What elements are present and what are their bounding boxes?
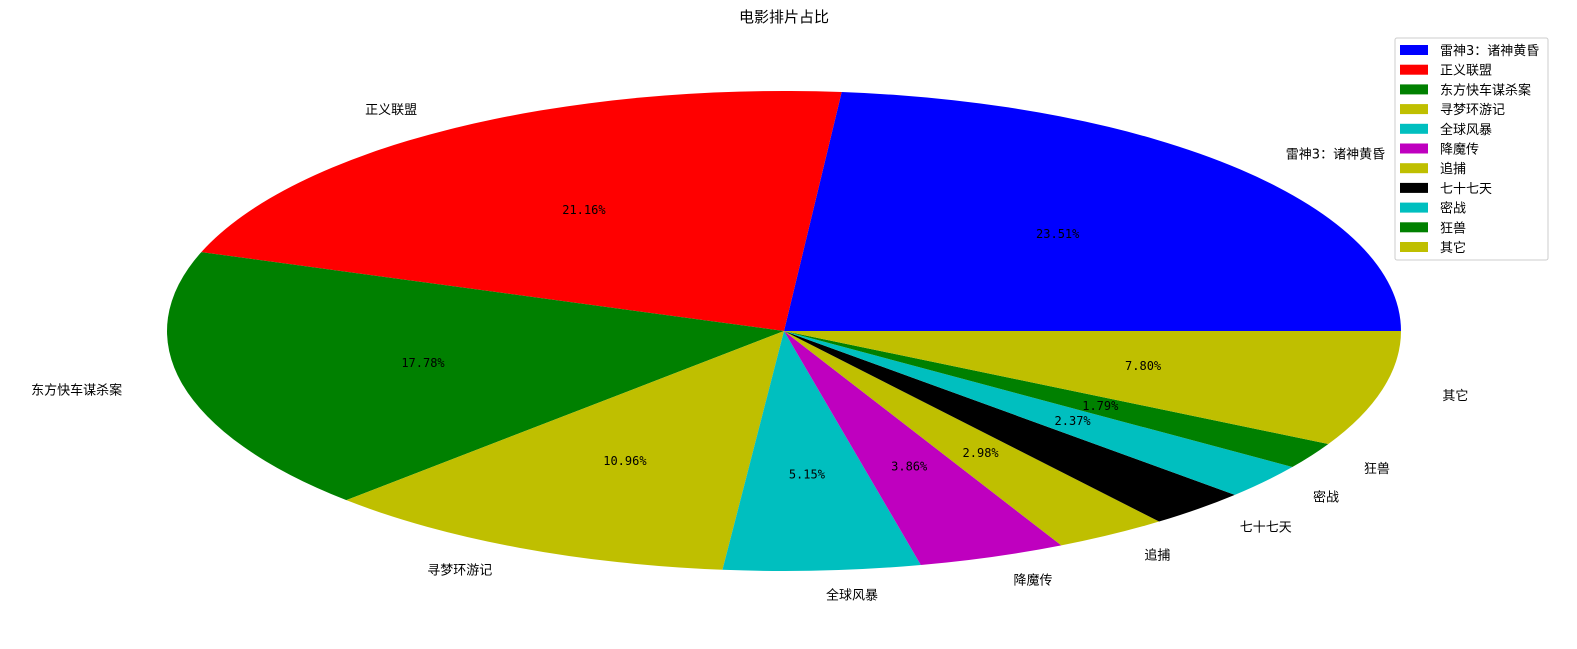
legend-swatch <box>1400 64 1428 75</box>
pie-slice <box>346 331 784 570</box>
legend-label: 正义联盟 <box>1440 64 1492 79</box>
legend-swatch <box>1400 202 1428 213</box>
percentage-label: 2.37% <box>1055 414 1092 428</box>
percentage-label: 2.98% <box>963 446 1000 460</box>
percentage-label: 23.51% <box>1036 227 1080 241</box>
legend-label: 密战 <box>1440 201 1466 217</box>
chart-title: 电影排片占比 <box>739 8 829 26</box>
pie-slice <box>201 90 842 331</box>
legend-label: 东方快车谋杀案 <box>1440 82 1531 98</box>
legend-swatch <box>1400 222 1428 233</box>
slice-label: 密战 <box>1313 489 1339 505</box>
legend-swatch <box>1400 123 1428 134</box>
legend-swatch <box>1400 143 1428 154</box>
legend-swatch <box>1400 163 1428 174</box>
legend-swatch <box>1400 104 1428 115</box>
pie-slice <box>784 331 1235 522</box>
legend-label: 降魔传 <box>1440 143 1479 158</box>
legend-swatch <box>1400 242 1428 252</box>
legend-label: 其它 <box>1440 240 1466 256</box>
slice-label: 寻梦环游记 <box>427 563 492 578</box>
percentage-label: 21.16% <box>562 203 606 217</box>
slice-label: 全球风暴 <box>826 588 878 604</box>
legend: 雷神3：诸神黄昏正义联盟东方快车谋杀案寻梦环游记全球风暴降魔传追捕七十七天密战狂… <box>1394 37 1549 261</box>
legend-label: 雷神3：诸神黄昏 <box>1440 44 1539 59</box>
pie-slice <box>167 252 785 501</box>
slice-label: 追捕 <box>1144 548 1170 564</box>
percentage-label: 17.78% <box>401 356 445 370</box>
pie-slice <box>784 92 1401 331</box>
percentage-label: 10.96% <box>603 454 647 468</box>
slice-label: 东方快车谋杀案 <box>31 383 122 399</box>
legend-swatch <box>1400 84 1428 95</box>
percentage-label: 7.80% <box>1125 359 1162 373</box>
legend-label: 七十七天 <box>1440 182 1492 197</box>
percentage-label: 5.15% <box>789 468 826 482</box>
legend-label: 狂兽 <box>1440 221 1466 236</box>
legend-frame <box>1394 37 1549 261</box>
slice-label: 雷神3：诸神黄昏 <box>1286 147 1385 162</box>
slice-label: 降魔传 <box>1014 573 1053 588</box>
percentage-label: 3.86% <box>891 460 928 474</box>
legend-label: 全球风暴 <box>1440 122 1492 138</box>
pie-slice <box>722 331 921 571</box>
slice-label: 狂兽 <box>1364 462 1390 477</box>
legend-label: 追捕 <box>1440 161 1466 177</box>
percentage-labels: 23.51% 21.16% 17.78% 10.96% 5.15% 3.86% 2.98% 2… <box>401 203 1162 482</box>
slice-label: 其它 <box>1442 388 1468 404</box>
legend-swatch <box>1400 182 1428 193</box>
slice-label: 七十七天 <box>1240 521 1292 536</box>
pie-slice <box>784 331 1401 444</box>
legend-swatch <box>1400 45 1428 55</box>
slice-labels: 雷神3：诸神黄昏正义联盟东方快车谋杀案寻梦环游记全球风暴降魔传追捕七十七天密战狂… <box>31 103 1468 604</box>
pie-slices <box>167 90 1401 571</box>
pie-slice <box>784 331 1329 468</box>
legend-label: 寻梦环游记 <box>1440 103 1505 118</box>
percentage-label: 1.79% <box>1082 399 1119 413</box>
pie-slice <box>784 331 1160 546</box>
slice-label: 正义联盟 <box>365 103 417 118</box>
pie-slice <box>784 331 1293 495</box>
pie-slice <box>784 331 1062 566</box>
